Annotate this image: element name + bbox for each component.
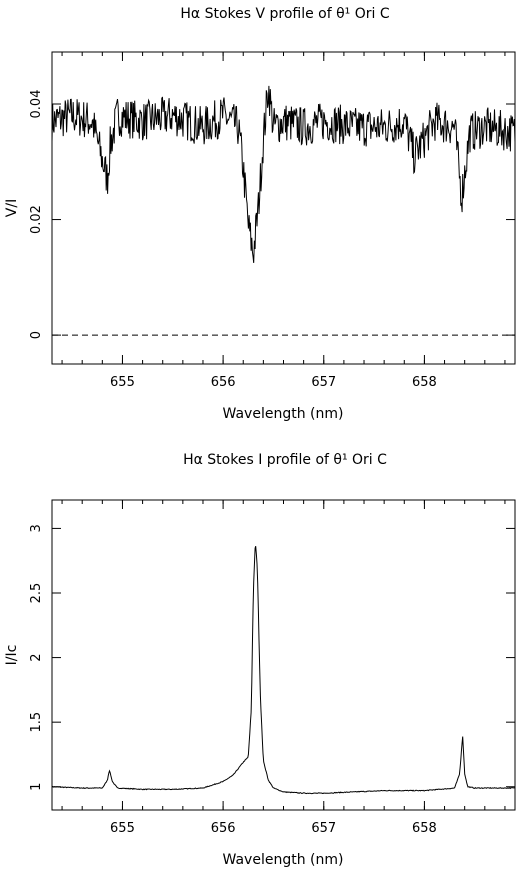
y-axis-ticks: 1 1.5 2 2.5 3 xyxy=(29,524,515,791)
chart-title: Hα Stokes I profile of θ¹ Ori C xyxy=(183,452,387,468)
x-axis-label: Wavelength (nm) xyxy=(223,852,344,868)
x-tick-label: 658 xyxy=(412,375,437,390)
series-line xyxy=(51,546,516,795)
y-axis-label: I/Ic xyxy=(4,645,20,666)
y-tick-label: 0.02 xyxy=(29,205,44,234)
x-tick-label: 656 xyxy=(211,375,236,390)
y-axis-ticks: 0 0.02 0.04 xyxy=(29,90,515,339)
plot-frame xyxy=(51,499,516,811)
y-tick-label: 1 xyxy=(29,783,44,791)
y-axis-label: V/I xyxy=(4,199,20,217)
x-tick-label: 655 xyxy=(110,375,135,390)
x-tick-label: 657 xyxy=(311,821,336,836)
y-tick-label: 2 xyxy=(29,653,44,661)
x-tick-label: 658 xyxy=(412,821,437,836)
chart-stokes-v: Hα Stokes V profile of θ¹ Ori C 655 656 65… xyxy=(4,6,516,422)
x-tick-label: 655 xyxy=(110,821,135,836)
x-axis-ticks: 655 656 657 658 xyxy=(61,52,506,390)
y-tick-label: 0 xyxy=(29,331,44,339)
series-line xyxy=(51,85,516,263)
x-tick-label: 657 xyxy=(311,375,336,390)
chart-stokes-i: Hα Stokes I profile of θ¹ Ori C 655 656 65… xyxy=(4,452,516,868)
y-tick-label: 2.5 xyxy=(29,583,44,604)
chart-title: Hα Stokes V profile of θ¹ Ori C xyxy=(180,6,390,22)
x-tick-label: 656 xyxy=(211,821,236,836)
y-tick-label: 0.04 xyxy=(29,90,44,119)
y-tick-label: 1.5 xyxy=(29,712,44,733)
y-tick-label: 3 xyxy=(29,524,44,532)
plot-frame xyxy=(51,51,516,365)
x-axis-ticks: 655 656 657 658 xyxy=(61,500,506,836)
x-axis-label: Wavelength (nm) xyxy=(223,406,344,422)
